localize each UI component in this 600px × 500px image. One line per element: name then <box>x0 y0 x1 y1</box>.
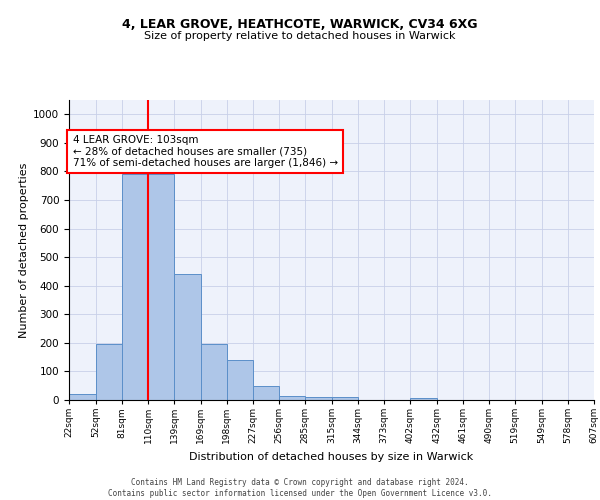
Bar <box>69 394 96 400</box>
Bar <box>122 174 148 400</box>
Text: 4, LEAR GROVE, HEATHCOTE, WARWICK, CV34 6XG: 4, LEAR GROVE, HEATHCOTE, WARWICK, CV34 … <box>122 18 478 30</box>
Text: Size of property relative to detached houses in Warwick: Size of property relative to detached ho… <box>144 31 456 41</box>
Bar <box>174 274 201 400</box>
Bar <box>96 344 122 400</box>
Bar <box>279 396 305 400</box>
Bar <box>332 396 358 400</box>
Bar <box>410 398 437 400</box>
Y-axis label: Number of detached properties: Number of detached properties <box>19 162 29 338</box>
Bar <box>253 386 279 400</box>
Bar <box>148 174 174 400</box>
X-axis label: Distribution of detached houses by size in Warwick: Distribution of detached houses by size … <box>190 452 473 462</box>
Text: 4 LEAR GROVE: 103sqm
← 28% of detached houses are smaller (735)
71% of semi-deta: 4 LEAR GROVE: 103sqm ← 28% of detached h… <box>73 135 338 168</box>
Text: Contains HM Land Registry data © Crown copyright and database right 2024.
Contai: Contains HM Land Registry data © Crown c… <box>108 478 492 498</box>
Bar <box>227 360 253 400</box>
Bar <box>305 396 332 400</box>
Bar <box>201 344 227 400</box>
